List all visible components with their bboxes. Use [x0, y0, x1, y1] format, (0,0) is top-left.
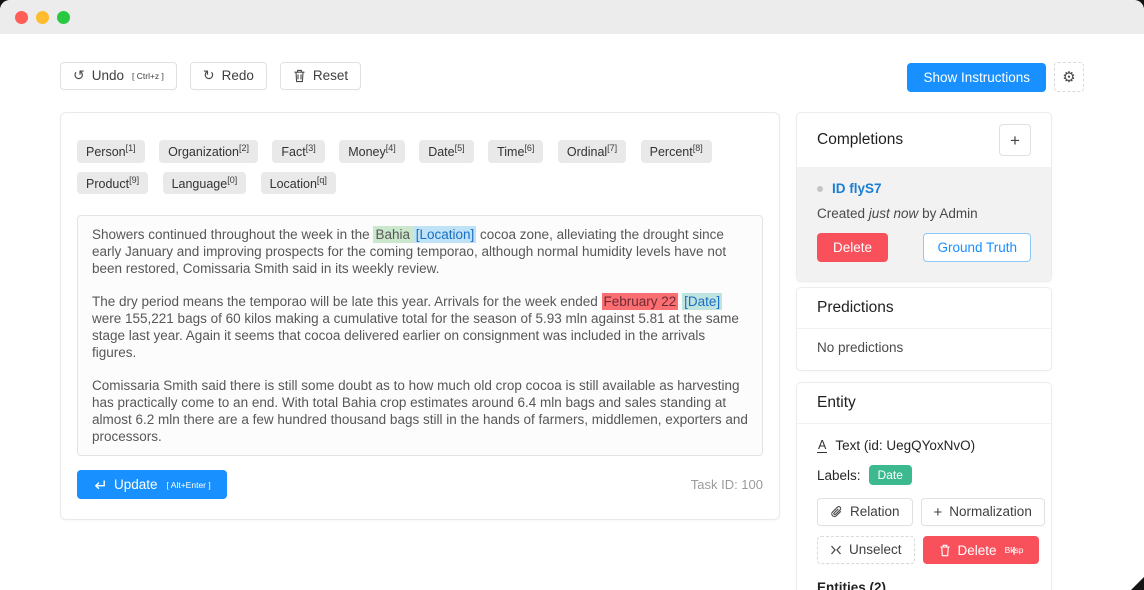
window-titlebar: [0, 0, 1144, 34]
label-tag-organization[interactable]: Organization[2]: [159, 140, 258, 163]
gear-icon: ⚙: [1062, 68, 1076, 86]
label-tag-ordinal[interactable]: Ordinal[7]: [557, 140, 627, 163]
reset-button[interactable]: Reset: [279, 62, 362, 90]
text-run: Showers continued throughout the week in…: [92, 227, 374, 243]
add-completion-button[interactable]: +: [999, 124, 1031, 156]
enter-icon: [93, 479, 106, 491]
entity-span-february-22[interactable]: February 22: [601, 293, 679, 311]
undo-icon: ↺: [73, 68, 85, 84]
toolbar: ↺ Undo[ Ctrl+z ] ↻ Redo Reset Show Instr…: [60, 62, 1084, 92]
entity-span-bahia[interactable]: Bahia: [373, 226, 414, 244]
predictions-panel: Predictions No predictions: [796, 287, 1052, 371]
document-text: Showers continued throughout the week in…: [77, 215, 763, 457]
label-tag-money[interactable]: Money[4]: [339, 140, 405, 163]
labels-caption: Labels:: [817, 467, 861, 483]
bullet-icon: [817, 185, 823, 192]
mouse-cursor: [1131, 577, 1144, 590]
toolbar-right: Show Instructions ⚙: [907, 62, 1084, 92]
plus-icon: +: [933, 503, 943, 521]
undo-button[interactable]: ↺ Undo[ Ctrl+z ]: [60, 62, 177, 90]
entity-label-location[interactable]: [Location]: [413, 226, 477, 244]
label-tag-person[interactable]: Person[1]: [77, 140, 145, 163]
annotation-card: Person[1] Organization[2] Fact[3] Money[…: [60, 112, 780, 521]
entity-labels-row: Labels: Date: [817, 465, 1031, 485]
paragraph-2: The dry period means the temporao will b…: [92, 293, 748, 361]
task-id: Task ID: 100: [690, 477, 763, 493]
completion-id-link[interactable]: ID flyS7: [817, 181, 1031, 196]
window-close-button[interactable]: [15, 10, 28, 24]
redo-label: Redo: [221, 68, 254, 83]
entity-body: A Text (id: UegQYoxNvO) Labels: Date Rel…: [797, 424, 1051, 590]
text-run: were 155,221 bags of 60 kilos making a c…: [92, 311, 739, 361]
normalization-button[interactable]: + Normalization: [920, 498, 1045, 526]
update-row: Update[ Alt+Enter ] Task ID: 100: [77, 470, 763, 500]
entity-actions-row-2: Unselect Delete[ Bksp ]: [817, 536, 1040, 564]
label-tag-fact[interactable]: Fact[3]: [272, 140, 325, 163]
trash-icon: [293, 69, 306, 83]
delete-completion-button[interactable]: Delete: [817, 233, 889, 262]
plus-icon: +: [1010, 130, 1020, 150]
entity-title: Entity: [817, 394, 856, 411]
entity-header: Entity: [797, 383, 1051, 424]
paragraph-3: Comissaria Smith said there is still som…: [92, 377, 748, 445]
paperclip-icon: [830, 505, 843, 519]
completion-item: ID flyS7 Created just now by Admin Delet…: [797, 168, 1051, 281]
redo-button[interactable]: ↻ Redo: [189, 62, 267, 90]
unselect-button[interactable]: Unselect: [817, 536, 915, 564]
reset-label: Reset: [312, 68, 349, 83]
entity-panel: Entity A Text (id: UegQYoxNvO) Labels: D…: [796, 382, 1052, 590]
predictions-empty-text: No predictions: [817, 340, 904, 355]
window-minimize-button[interactable]: [36, 10, 49, 24]
shrink-icon: [830, 544, 842, 556]
label-tag-time[interactable]: Time[6]: [488, 140, 544, 163]
paragraph-1: Showers continued throughout the week in…: [92, 226, 748, 277]
completion-created-text: Created just now by Admin: [817, 206, 978, 221]
entity-text-id: Text (id: UegQYoxNvO): [835, 438, 976, 453]
date-label-badge: Date: [868, 465, 912, 485]
undo-label: Undo: [91, 68, 125, 83]
text-run: cocoa zone, alleviating the drought sinc…: [92, 227, 727, 277]
ground-truth-button[interactable]: Ground Truth: [923, 233, 1031, 262]
trash-icon: [939, 544, 951, 557]
completions-title: Completions: [817, 131, 904, 148]
entities-count-heading: Entities (2): [817, 580, 887, 590]
settings-button[interactable]: ⚙: [1054, 62, 1084, 92]
label-tag-date[interactable]: Date[5]: [419, 140, 474, 163]
completion-actions: Delete Ground Truth: [817, 233, 1031, 262]
history-controls: ↺ Undo[ Ctrl+z ] ↻ Redo Reset: [60, 62, 362, 90]
label-tag-list: Person[1] Organization[2] Fact[3] Money[…: [77, 140, 763, 203]
relation-button[interactable]: Relation: [817, 498, 913, 526]
entity-label-date[interactable]: [Date]: [682, 293, 723, 311]
text-run: The dry period means the temporao will b…: [92, 294, 602, 310]
completion-id-label: ID flyS7: [832, 181, 882, 196]
show-instructions-button[interactable]: Show Instructions: [907, 62, 1046, 92]
window-zoom-button[interactable]: [57, 10, 70, 24]
text-type-icon: A: [817, 437, 828, 453]
entity-text-row: A Text (id: UegQYoxNvO): [817, 438, 1031, 453]
predictions-header: Predictions: [797, 288, 1051, 329]
update-label: Update: [114, 477, 158, 493]
update-button[interactable]: Update[ Alt+Enter ]: [77, 470, 227, 500]
label-tag-language[interactable]: Language[0]: [162, 171, 247, 195]
delete-entity-button[interactable]: Delete[ Bksp ]: [922, 536, 1040, 564]
entity-actions-row-1: Relation + Normalization: [817, 498, 1045, 526]
show-instructions-label: Show Instructions: [923, 69, 1030, 85]
completions-header: Completions +: [797, 113, 1051, 168]
label-tag-location[interactable]: Location[q]: [260, 171, 336, 195]
label-tag-percent[interactable]: Percent[8]: [640, 140, 712, 163]
predictions-title: Predictions: [817, 299, 894, 316]
completions-panel: Completions + ID flyS7 Created just now …: [796, 112, 1052, 282]
text-run: Comissaria Smith said there is still som…: [92, 378, 748, 445]
redo-icon: ↻: [202, 68, 215, 84]
label-tag-product[interactable]: Product[9]: [77, 171, 149, 195]
